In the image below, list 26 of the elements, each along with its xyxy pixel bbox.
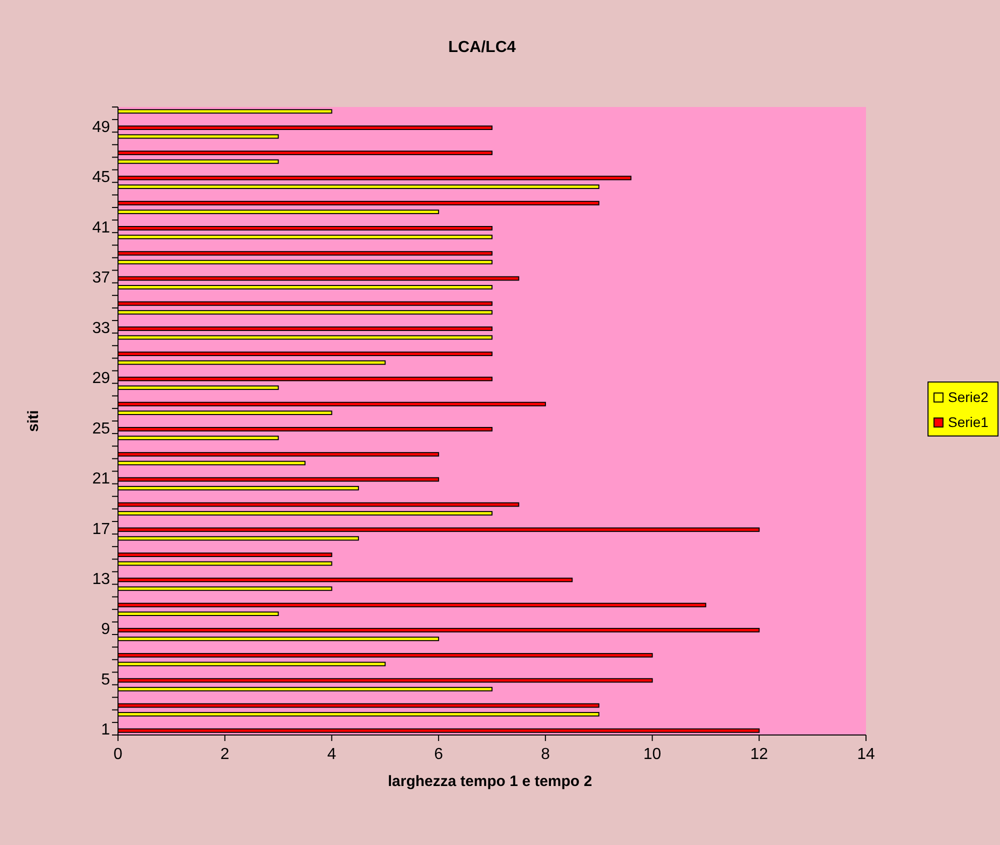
y-tick-label: 29 xyxy=(92,370,110,388)
chart-title: LCA/LC4 xyxy=(448,39,516,56)
legend-label: Serie1 xyxy=(948,414,989,430)
x-tick-label: 8 xyxy=(540,746,550,763)
x-tick-label: 0 xyxy=(114,746,123,763)
y-tick-label: 13 xyxy=(92,571,110,588)
x-tick-label: 12 xyxy=(750,746,768,763)
legend-label: Serie2 xyxy=(948,389,989,405)
y-tick-label: 25 xyxy=(92,420,110,438)
x-tick-label: 2 xyxy=(220,746,230,763)
y-tick-label: 9 xyxy=(101,621,110,638)
x-axis-title: larghezza tempo 1 e tempo 2 xyxy=(388,773,592,790)
y-tick-label: 5 xyxy=(101,671,110,688)
y-axis-title: siti xyxy=(25,410,42,432)
y-tick-label: 37 xyxy=(92,270,110,287)
y-tick-label: 45 xyxy=(92,169,110,186)
y-tick-label: 41 xyxy=(92,219,110,236)
y-tick-label: 17 xyxy=(92,520,110,538)
x-tick-label: 10 xyxy=(643,746,662,763)
y-tick-label: 1 xyxy=(101,722,110,739)
x-tick-label: 14 xyxy=(857,746,875,763)
x-tick-label: 4 xyxy=(327,746,336,763)
x-tick-label: 6 xyxy=(434,746,444,763)
y-tick-label: 49 xyxy=(92,118,110,136)
y-tick-label: 33 xyxy=(92,320,110,337)
y-tick-label: 21 xyxy=(92,470,110,488)
